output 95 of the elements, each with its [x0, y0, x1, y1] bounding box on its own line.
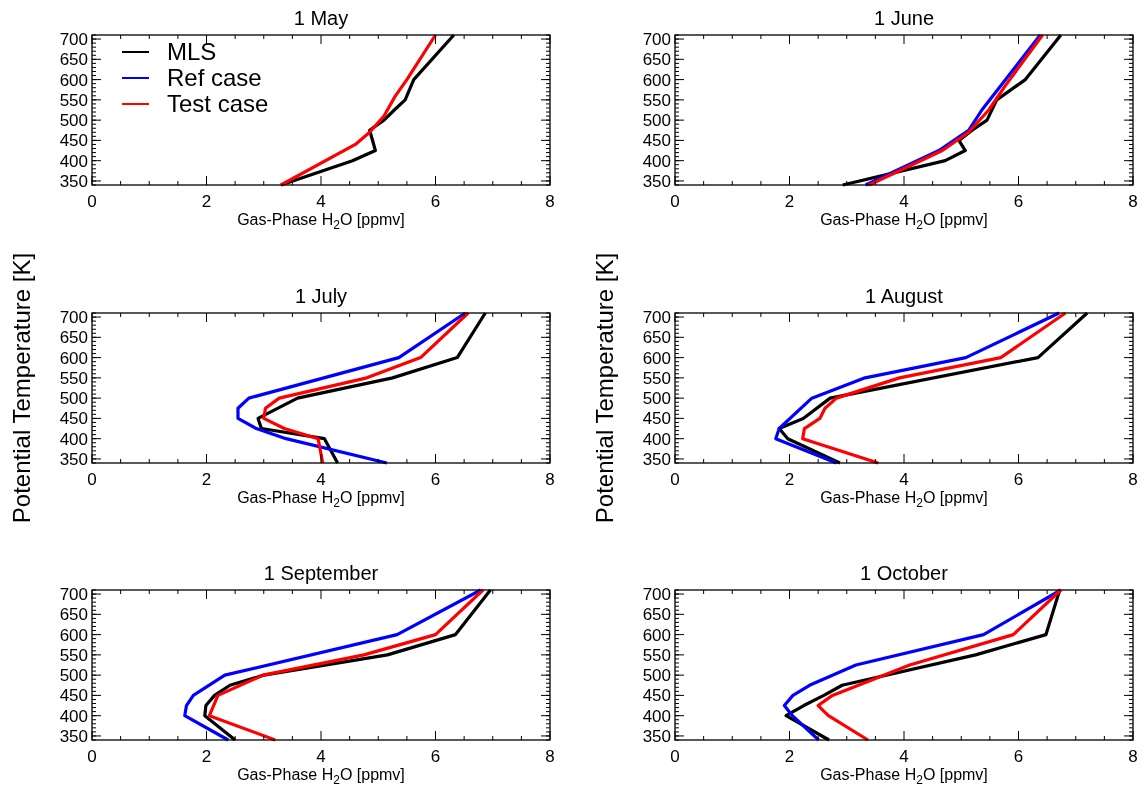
y-tick-label: 700	[59, 308, 88, 327]
y-tick-label: 600	[642, 625, 671, 645]
y-tick-label: 350	[59, 449, 88, 469]
y-tick-label: 500	[642, 389, 671, 409]
y-tick-label: 600	[642, 348, 671, 368]
legend-label: MLS	[167, 38, 217, 66]
chart-title: 1 July	[294, 285, 348, 307]
y-tick-label: 450	[642, 131, 671, 151]
y-tick-label: 400	[642, 151, 671, 171]
x-tick-label: 6	[430, 470, 441, 489]
y-tick-label: 500	[59, 111, 88, 131]
x-tick-label: 4	[316, 192, 326, 211]
chart-title: 1 May	[293, 7, 349, 29]
y-tick-label: 700	[642, 30, 671, 49]
x-tick-label: 6	[430, 192, 441, 211]
y-tick-label: 650	[59, 605, 88, 625]
x-tick-label: 4	[899, 192, 909, 211]
y-axis-title: Potential Temperature [K]	[8, 252, 35, 524]
x-axis-title: Gas-Phase H$_{2}$O [ppmv]	[237, 489, 405, 510]
y-tick-label: 550	[59, 368, 88, 388]
y-tick-label: 600	[59, 70, 88, 90]
x-tick-label: 8	[545, 192, 555, 211]
chart-title: 1 June	[873, 7, 935, 29]
y-tick-label: 350	[59, 171, 88, 191]
y-tick-label: 450	[59, 131, 88, 151]
x-axis-title: Gas-Phase H$_{2}$O [ppmv]	[820, 211, 988, 232]
x-tick-label: 2	[201, 192, 212, 211]
x-tick-label: 0	[670, 747, 680, 766]
y-tick-label: 550	[642, 645, 671, 665]
x-tick-label: 2	[784, 470, 795, 489]
y-tick-label: 650	[642, 50, 671, 70]
y-tick-label: 650	[642, 605, 671, 625]
legend-label: Ref case	[167, 64, 262, 92]
x-tick-label: 4	[316, 470, 326, 489]
y-tick-label: 700	[642, 308, 671, 327]
y-tick-label: 650	[642, 328, 671, 348]
x-tick-label: 2	[201, 470, 212, 489]
x-tick-label: 2	[784, 747, 795, 766]
x-tick-label: 0	[87, 747, 97, 766]
x-tick-label: 0	[670, 470, 680, 489]
y-tick-label: 350	[59, 726, 88, 746]
y-tick-label: 500	[642, 666, 671, 686]
x-tick-label: 0	[670, 192, 680, 211]
x-tick-label: 4	[899, 747, 909, 766]
chart-title: 1 October	[860, 562, 949, 584]
y-tick-label: 650	[59, 328, 88, 348]
x-tick-label: 0	[87, 470, 97, 489]
x-tick-label: 4	[316, 747, 326, 766]
y-tick-label: 400	[642, 429, 671, 449]
y-tick-label: 700	[59, 30, 88, 49]
x-axis-title: Gas-Phase H$_{2}$O [ppmv]	[237, 211, 405, 232]
y-tick-label: 700	[642, 585, 671, 604]
y-tick-label: 550	[642, 368, 671, 388]
x-tick-label: 2	[784, 192, 795, 211]
chart-title: 1 August	[865, 285, 944, 307]
x-tick-label: 6	[430, 747, 441, 766]
x-tick-label: 0	[87, 192, 97, 211]
x-tick-label: 6	[1013, 192, 1024, 211]
y-tick-label: 600	[59, 625, 88, 645]
x-tick-label: 8	[1128, 747, 1138, 766]
y-tick-label: 550	[59, 90, 88, 110]
x-tick-label: 2	[201, 747, 212, 766]
y-tick-label: 350	[642, 449, 671, 469]
y-tick-label: 500	[59, 389, 88, 409]
y-tick-label: 400	[642, 706, 671, 726]
y-tick-label: 400	[59, 706, 88, 726]
y-tick-label: 450	[59, 409, 88, 429]
y-tick-label: 500	[642, 111, 671, 131]
y-tick-label: 350	[642, 726, 671, 746]
y-tick-label: 550	[642, 90, 671, 110]
legend-label: Test case	[167, 90, 269, 118]
y-tick-label: 350	[642, 171, 671, 191]
x-tick-label: 6	[1013, 470, 1024, 489]
x-tick-label: 8	[545, 747, 555, 766]
x-axis-title: Gas-Phase H$_{2}$O [ppmv]	[820, 489, 988, 510]
y-tick-label: 450	[642, 409, 671, 429]
y-tick-label: 500	[59, 666, 88, 686]
x-axis-title: Gas-Phase H$_{2}$O [ppmv]	[820, 766, 988, 787]
x-tick-label: 8	[545, 470, 555, 489]
x-tick-label: 8	[1128, 470, 1138, 489]
y-tick-label: 650	[59, 50, 88, 70]
chart-title: 1 September	[263, 562, 379, 584]
y-tick-label: 450	[642, 686, 671, 706]
y-axis-title: Potential Temperature [K]	[591, 252, 618, 524]
x-axis-title: Gas-Phase H$_{2}$O [ppmv]	[237, 766, 405, 787]
y-tick-label: 450	[59, 686, 88, 706]
x-tick-label: 6	[1013, 747, 1024, 766]
y-tick-label: 400	[59, 429, 88, 449]
y-tick-label: 600	[59, 348, 88, 368]
y-tick-label: 550	[59, 645, 88, 665]
x-tick-label: 4	[899, 470, 909, 489]
y-tick-label: 700	[59, 585, 88, 604]
y-tick-label: 400	[59, 151, 88, 171]
x-tick-label: 8	[1128, 192, 1138, 211]
y-tick-label: 600	[642, 70, 671, 90]
